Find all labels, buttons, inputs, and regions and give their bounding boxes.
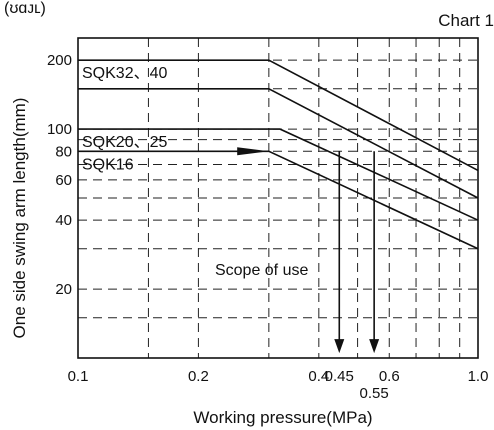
x-tick-label: 0.6: [379, 368, 400, 385]
series-line: [78, 59, 479, 172]
chart-header-fragment: (ʊɑᴊʟ): [4, 0, 46, 17]
series-line: [78, 128, 479, 221]
grid: [78, 38, 478, 358]
x-tick-label: 0.1: [68, 368, 89, 385]
chart-title: Chart 1: [438, 11, 494, 30]
x-axis-label: Working pressure(MPa): [193, 408, 372, 427]
y-tick-label: 60: [55, 172, 72, 189]
drop-arrow-head: [369, 339, 380, 354]
series-line: [78, 87, 479, 199]
y-tick-label: 200: [47, 52, 72, 69]
x-tick-label: 1.0: [468, 368, 489, 385]
annotations: Scope of use: [215, 147, 380, 354]
y-tick-label: 100: [47, 121, 72, 138]
y-tick-label: 40: [55, 212, 72, 229]
tick-labels: 0.1 0.2 0.40.45 0.550.6 1.0 200 100 80 60 40 20: [47, 52, 488, 402]
series-label: SQK20、25: [82, 134, 167, 151]
y-tick-label: 20: [55, 281, 72, 298]
x-tick-label: 0.55: [360, 385, 389, 402]
scope-of-use-label: Scope of use: [215, 262, 308, 279]
y-tick-label: 80: [55, 143, 72, 160]
y-axis-label: One side swing arm length(mm): [10, 98, 29, 339]
series-label: SQK16: [82, 156, 134, 173]
x-tick-label: 0.45: [325, 368, 354, 385]
drop-arrow-head: [334, 339, 345, 354]
horizontal-arrow: [237, 147, 269, 156]
x-tick-label: 0.4: [308, 368, 329, 385]
x-tick-label: 0.2: [188, 368, 209, 385]
series-label: SQK32、40: [82, 65, 167, 82]
